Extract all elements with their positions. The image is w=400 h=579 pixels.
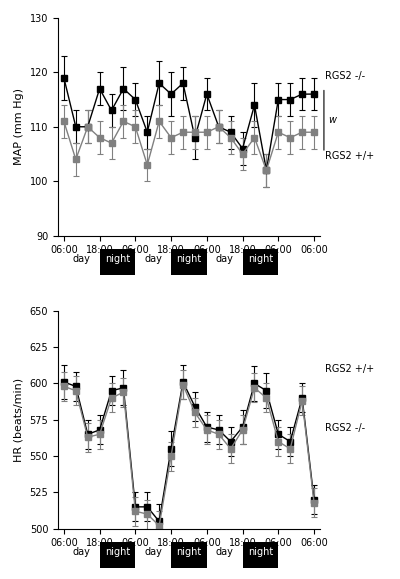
Text: night: night xyxy=(248,547,273,556)
Bar xyxy=(242,249,278,275)
Text: RGS2 -/-: RGS2 -/- xyxy=(325,71,365,81)
Text: night: night xyxy=(105,254,130,263)
Bar xyxy=(171,542,207,568)
Text: day: day xyxy=(216,254,234,263)
Text: day: day xyxy=(216,547,234,556)
Text: night: night xyxy=(176,547,202,556)
Text: RGS2 +/+: RGS2 +/+ xyxy=(325,364,374,374)
Bar xyxy=(171,249,207,275)
Bar xyxy=(100,249,135,275)
Bar xyxy=(100,542,135,568)
X-axis label: Time: Time xyxy=(175,554,202,564)
Bar xyxy=(242,542,278,568)
Text: day: day xyxy=(144,547,162,556)
Text: day: day xyxy=(73,254,91,263)
Text: RGS2 +/+: RGS2 +/+ xyxy=(325,152,374,162)
Text: night: night xyxy=(248,254,273,263)
X-axis label: Time: Time xyxy=(175,261,202,271)
Text: RGS2 -/-: RGS2 -/- xyxy=(325,423,365,433)
Text: day: day xyxy=(144,254,162,263)
Y-axis label: MAP (mm Hg): MAP (mm Hg) xyxy=(14,88,24,165)
Text: day: day xyxy=(73,547,91,556)
Text: w: w xyxy=(328,115,336,125)
Y-axis label: HR (beats/min): HR (beats/min) xyxy=(14,378,24,462)
Text: night: night xyxy=(176,254,202,263)
Text: night: night xyxy=(105,547,130,556)
